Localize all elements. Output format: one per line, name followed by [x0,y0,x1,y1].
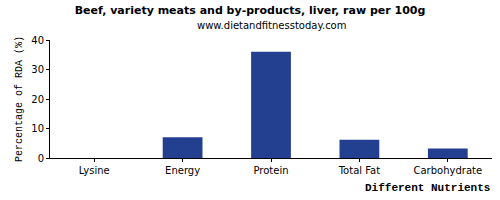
svg-text:www.dietandfitnesstoday.com: www.dietandfitnesstoday.com [197,20,346,31]
svg-text:30: 30 [31,64,44,75]
svg-text:Carbohydrate: Carbohydrate [413,165,482,176]
svg-text:40: 40 [31,35,44,46]
svg-text:10: 10 [31,123,44,134]
svg-text:Beef, variety meats and by-pro: Beef, variety meats and by-products, liv… [75,4,426,17]
svg-text:0: 0 [38,153,44,164]
svg-text:Percentage of RDA (%): Percentage of RDA (%) [14,36,25,162]
svg-text:Total Fat: Total Fat [338,165,380,176]
svg-text:Different Nutrients: Different Nutrients [365,182,490,194]
svg-text:Lysine: Lysine [79,165,110,176]
svg-text:20: 20 [31,94,44,105]
svg-text:Protein: Protein [253,165,288,176]
svg-text:Energy: Energy [165,165,200,176]
